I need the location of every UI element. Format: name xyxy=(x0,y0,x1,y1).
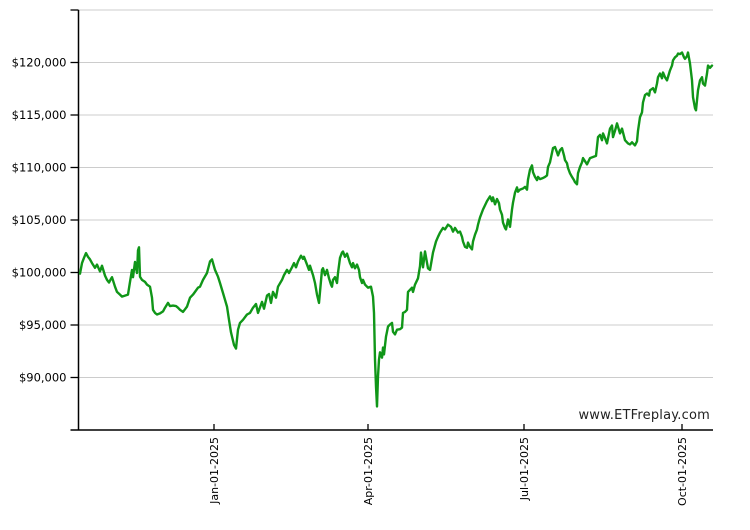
y-axis-label: $95,000 xyxy=(19,318,67,332)
x-axis-label: Apr-01-2025 xyxy=(362,437,375,505)
y-axis-label: $90,000 xyxy=(19,371,67,385)
y-axis-label: $105,000 xyxy=(12,213,67,227)
x-axis-label: Jul-01-2025 xyxy=(518,437,531,501)
watermark: www.ETFreplay.com xyxy=(578,408,710,423)
price-line xyxy=(78,51,714,408)
x-axis-label: Jan-01-2025 xyxy=(208,437,221,505)
x-axis-label: Oct-01-2025 xyxy=(676,437,689,506)
y-axis-label: $100,000 xyxy=(12,266,67,280)
y-axis-label: $110,000 xyxy=(12,161,67,175)
y-axis-label: $115,000 xyxy=(12,108,67,122)
y-axis-label: $120,000 xyxy=(12,56,67,70)
